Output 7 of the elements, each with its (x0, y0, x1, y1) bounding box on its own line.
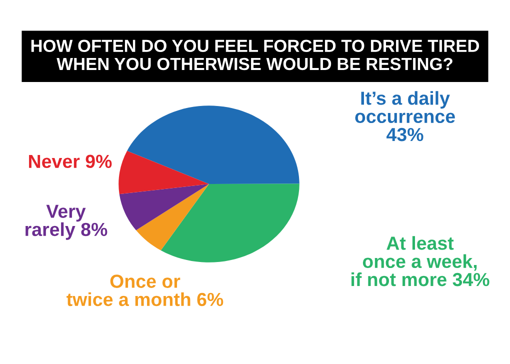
slice-label: Once or twice a month 6% (66, 274, 224, 306)
chart-title: HOW OFTEN DO YOU FEEL FORCED TO DRIVE TIRED WHEN YOU OTHERWISE WOULD BE RESTING? (31, 40, 480, 70)
slice-label: Very rarely 8% (26, 204, 108, 240)
slice-label: Never 9% (29, 154, 112, 168)
slice-label: It’s a daily occurrence (355, 91, 455, 124)
data-label: 43% (386, 128, 424, 142)
slice-label: At least once a week, if not more 34% (352, 236, 490, 286)
